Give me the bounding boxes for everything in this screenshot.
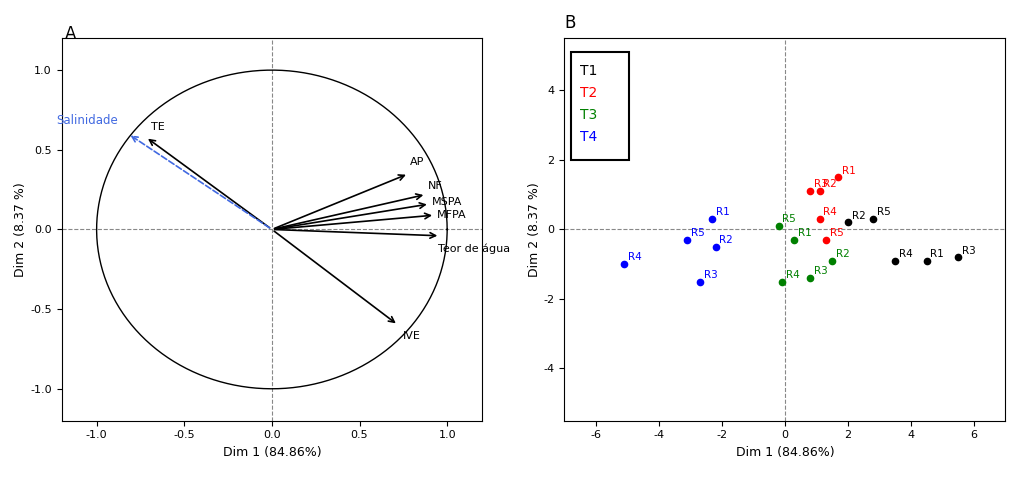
Text: T2: T2 [580, 86, 597, 100]
Text: NF: NF [428, 181, 442, 191]
Text: T3: T3 [580, 108, 597, 122]
Text: R2: R2 [836, 249, 850, 259]
Text: R4: R4 [628, 252, 641, 262]
Text: MFPA: MFPA [437, 210, 466, 220]
Text: R3: R3 [814, 266, 828, 276]
Text: R4: R4 [786, 270, 799, 280]
Text: R2: R2 [823, 179, 837, 189]
Text: Salinidade: Salinidade [55, 114, 118, 128]
Text: R4: R4 [899, 249, 913, 259]
Text: TE: TE [151, 122, 165, 132]
Text: R5: R5 [830, 228, 843, 238]
Text: R1: R1 [716, 207, 729, 217]
Text: R1: R1 [931, 249, 944, 259]
X-axis label: Dim 1 (84.86%): Dim 1 (84.86%) [736, 446, 834, 459]
Text: R5: R5 [877, 207, 891, 217]
Text: R1: R1 [798, 228, 812, 238]
Text: A: A [65, 25, 77, 43]
Text: R2: R2 [852, 211, 866, 221]
Text: R3: R3 [704, 270, 717, 280]
Text: T1: T1 [580, 64, 597, 78]
Text: T4: T4 [580, 130, 597, 144]
Text: R5: R5 [783, 214, 796, 224]
Text: R3: R3 [814, 179, 828, 189]
Text: R2: R2 [719, 235, 734, 245]
Y-axis label: Dim 2 (8.37 %): Dim 2 (8.37 %) [527, 182, 541, 277]
Text: IVE: IVE [403, 331, 422, 341]
Text: AP: AP [410, 157, 425, 167]
FancyBboxPatch shape [570, 52, 629, 160]
Text: R1: R1 [842, 165, 856, 175]
Text: R4: R4 [823, 207, 837, 217]
Y-axis label: Dim 2 (8.37 %): Dim 2 (8.37 %) [14, 182, 28, 277]
X-axis label: Dim 1 (84.86%): Dim 1 (84.86%) [223, 446, 321, 459]
Text: R3: R3 [962, 246, 976, 256]
Text: Teor de água: Teor de água [438, 244, 511, 254]
Text: MSPA: MSPA [431, 197, 462, 207]
Text: B: B [564, 14, 576, 32]
Text: R5: R5 [690, 228, 705, 238]
